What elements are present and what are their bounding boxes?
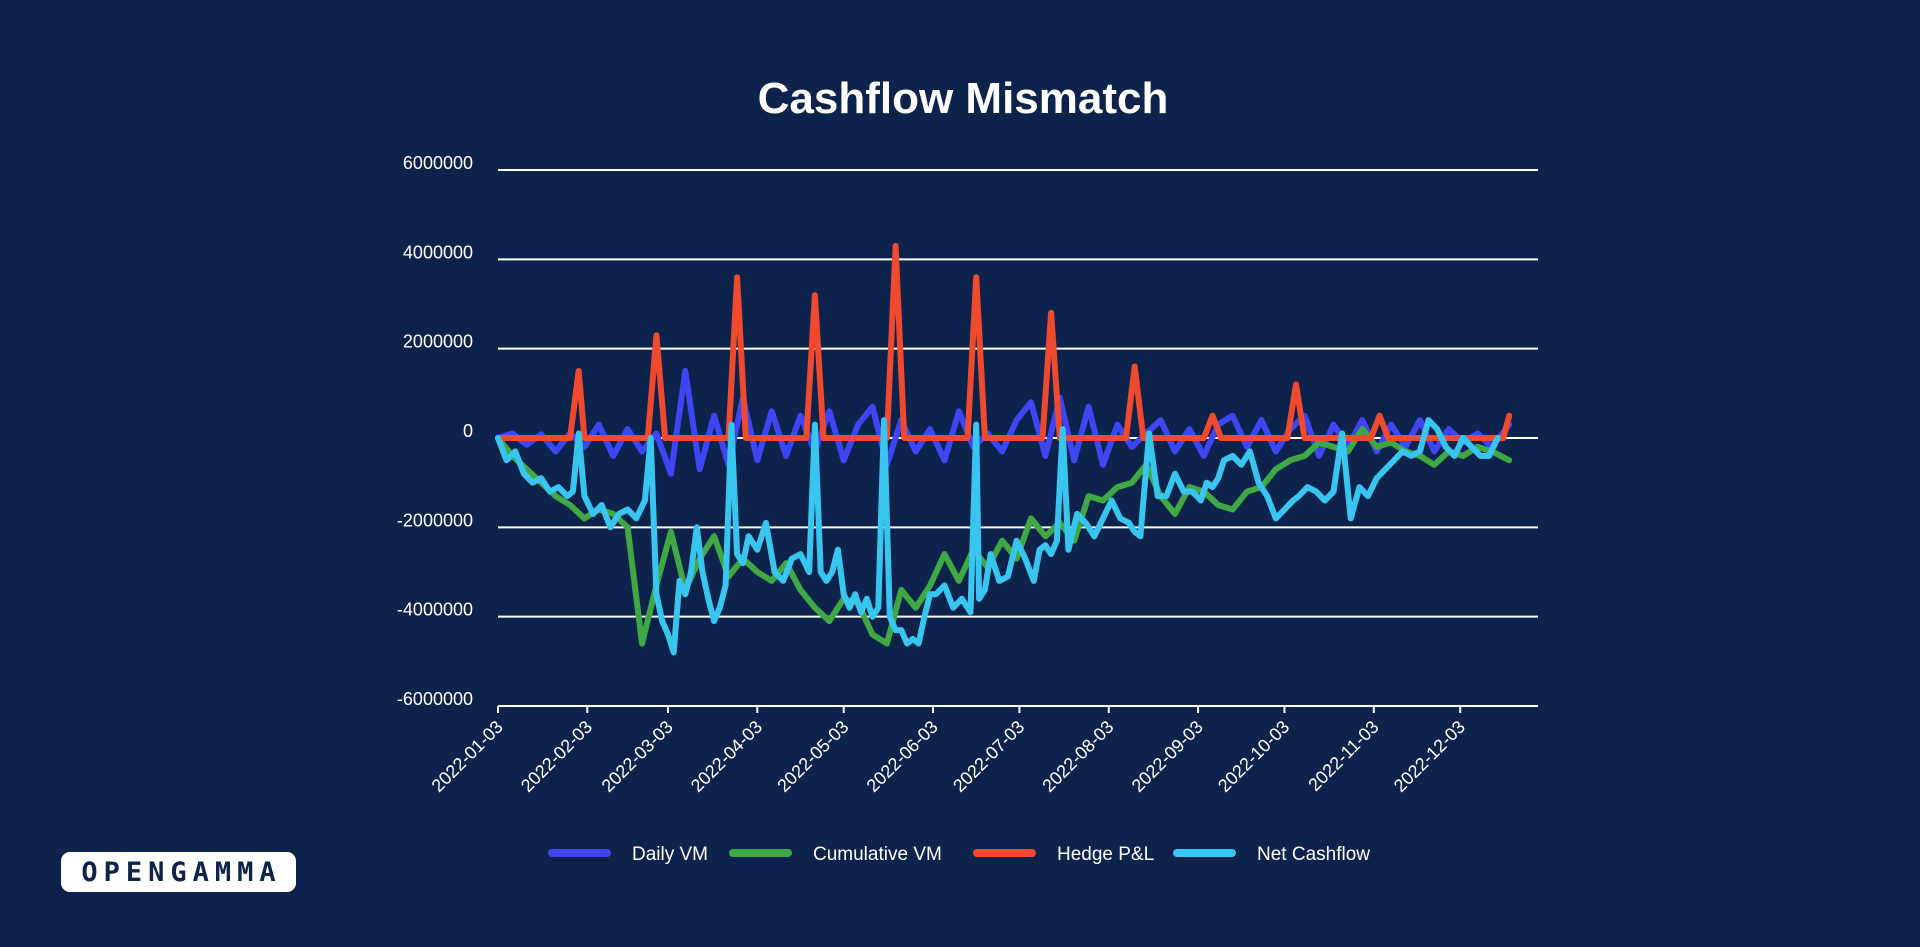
legend-label-daily-vm: Daily VM — [632, 844, 708, 865]
x-tick-label: 2022-06-03 — [863, 717, 942, 796]
series-layer — [495, 242, 1513, 656]
x-tick-label: 2022-07-03 — [949, 717, 1028, 796]
series-line-daily-vm — [495, 368, 1513, 477]
y-tick-label: 2000000 — [403, 332, 473, 352]
y-tick-label: 6000000 — [403, 153, 473, 173]
logo-text: OPENGAMMA — [81, 856, 282, 888]
x-tick-label: 2022-12-03 — [1390, 717, 1469, 796]
opengamma-logo: OPENGAMMA — [61, 852, 296, 892]
chart-title: Cashflow Mismatch — [758, 74, 1169, 123]
y-tick-label: -2000000 — [397, 510, 473, 530]
x-tick-label: 2022-08-03 — [1038, 717, 1117, 796]
x-tick-label: 2022-05-03 — [773, 717, 852, 796]
legend-label-net-cashflow: Net Cashflow — [1257, 844, 1370, 865]
y-tick-label: -4000000 — [397, 600, 473, 620]
y-tick-label: 4000000 — [403, 242, 473, 262]
x-tick-label: 2022-01-03 — [428, 717, 507, 796]
x-tick-label: 2022-04-03 — [687, 717, 766, 796]
x-axis: 2022-01-03 2022-02-03 2022-03-03 2022-04-03… — [428, 706, 1469, 796]
x-tick-label: 2022-11-03 — [1304, 717, 1382, 795]
x-tick-label: 2022-09-03 — [1128, 717, 1207, 796]
y-tick-label: -6000000 — [397, 689, 473, 709]
legend: Daily VM Cumulative VM Hedge P&L Net Cashfl… — [548, 844, 1370, 865]
y-axis: 6000000 4000000 2000000 0 -2000000 -4000000 -6… — [397, 153, 473, 709]
x-tick-label: 2022-10-03 — [1214, 717, 1293, 796]
x-tick-label: 2022-02-03 — [517, 717, 596, 796]
series-line-net-cashflow — [495, 417, 1501, 656]
legend-label-hedge-p-l: Hedge P&L — [1057, 844, 1154, 865]
x-tick-label: 2022-03-03 — [598, 717, 677, 796]
series-line-hedge-p-l — [495, 242, 1513, 441]
y-tick-label: 0 — [463, 421, 473, 441]
legend-label-cumulative-vm: Cumulative VM — [813, 844, 942, 865]
